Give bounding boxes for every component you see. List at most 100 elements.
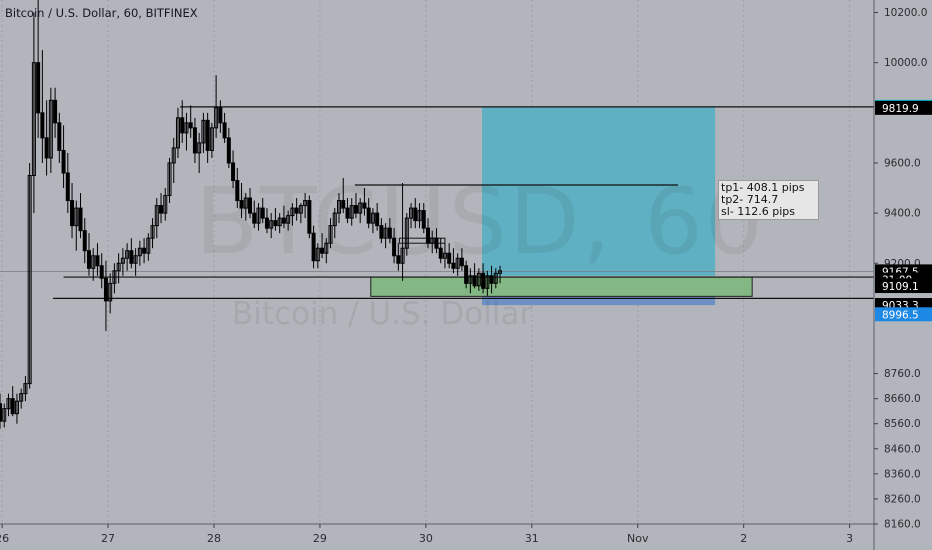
candle-body <box>65 172 70 202</box>
candle-body <box>44 137 49 159</box>
price-label-text: 9819.9 <box>882 103 919 115</box>
candle-body <box>413 207 418 222</box>
candle-body <box>404 217 409 249</box>
candle-body <box>108 282 113 302</box>
candle-body <box>137 247 142 257</box>
candle-body <box>337 200 342 214</box>
candle-body <box>434 237 439 249</box>
candle-body <box>320 247 325 254</box>
price-tick-label: 10200.0 <box>884 7 927 19</box>
candle-body <box>430 237 435 244</box>
candle-body <box>57 122 62 151</box>
candle-body <box>315 247 320 262</box>
candle-body <box>307 200 312 234</box>
candle-body <box>86 250 91 269</box>
candle-body <box>27 175 32 385</box>
candle-body <box>324 242 329 254</box>
candle-body <box>116 262 121 272</box>
candle-body <box>396 255 401 264</box>
price-tick-label: 9600.0 <box>884 157 921 169</box>
candle-body <box>133 255 138 264</box>
candle-body <box>455 257 460 269</box>
price-label-text: 8996.5 <box>882 309 919 321</box>
candle-body <box>95 255 100 267</box>
candle-body <box>379 225 384 239</box>
candle-body <box>252 212 257 224</box>
price-tick-label: 8760.0 <box>884 368 921 380</box>
candle-body <box>31 62 36 177</box>
candle-body <box>222 122 227 139</box>
time-tick-label: 30 <box>419 532 433 545</box>
candle-body <box>370 212 375 224</box>
candle-body <box>328 225 333 244</box>
candle-body <box>78 207 83 232</box>
trade-annotation[interactable]: tp1- 408.1 pips tp2- 714.7 sl- 112.6 pip… <box>718 180 819 220</box>
candle-body <box>286 215 291 224</box>
candle-body <box>36 62 41 114</box>
candle-body <box>332 212 337 227</box>
candle-body <box>362 202 367 209</box>
price-tick-label: 8560.0 <box>884 418 921 430</box>
candle-body <box>383 227 388 239</box>
candle-body <box>70 200 75 227</box>
candle-body <box>243 197 248 209</box>
candle-body <box>120 257 125 264</box>
candle-body <box>400 247 405 264</box>
candle-body <box>48 99 53 159</box>
candle-body <box>226 137 231 164</box>
candle-body <box>19 393 24 402</box>
candle-body <box>392 237 397 257</box>
candle-body <box>235 180 240 202</box>
candle-body <box>150 225 155 239</box>
candle-body <box>239 200 244 209</box>
candle-body <box>485 275 490 289</box>
candle-body <box>171 147 176 164</box>
candle-body <box>489 275 494 284</box>
target-zone <box>482 106 716 276</box>
candle-body <box>303 200 308 207</box>
candle-body <box>353 205 358 214</box>
time-tick-label: 29 <box>313 532 327 545</box>
candle-body <box>349 205 354 219</box>
candle-body <box>498 270 503 274</box>
candle-body <box>125 250 130 259</box>
candle-body <box>281 217 286 224</box>
candle-body <box>218 107 223 124</box>
candle-body <box>438 247 443 259</box>
price-label-tag <box>875 307 932 322</box>
time-tick-label: 28 <box>207 532 221 545</box>
price-label-tag <box>875 279 932 294</box>
candle-body <box>273 220 278 227</box>
candle-body <box>129 250 134 264</box>
candle-body <box>214 107 219 129</box>
annotation-line: tp2- 714.7 <box>721 193 779 206</box>
annotation-line: tp1- 408.1 pips <box>721 181 805 194</box>
candle-body <box>476 272 481 287</box>
watermark-name: Bitcoin / U.S. Dollar <box>232 296 533 332</box>
price-labels: 9823.89819.99167.531:099112.09109.19033.… <box>875 99 932 322</box>
time-tick-label: 26 <box>0 532 9 545</box>
candle-body <box>417 210 422 222</box>
candle-body <box>40 112 45 139</box>
candle-body <box>10 398 15 415</box>
candle-body <box>154 205 159 227</box>
candle-body <box>421 210 426 229</box>
candle-body <box>82 230 87 252</box>
price-label-text: 9109.1 <box>882 281 919 293</box>
candle-body <box>159 205 164 214</box>
candle-body <box>23 383 28 395</box>
support-zone <box>370 276 753 297</box>
candle-body <box>197 142 202 154</box>
candle-body <box>290 207 295 217</box>
candle-body <box>472 275 477 287</box>
candle-body <box>205 119 210 151</box>
price-tick-label: 10000.0 <box>884 57 927 69</box>
candle-body <box>103 277 108 302</box>
candle-body <box>6 398 11 410</box>
candle-body <box>269 220 274 229</box>
candle-body <box>260 207 265 219</box>
watermark-ticker: BTCUSD, 60 <box>195 168 766 275</box>
price-tick-label: 8160.0 <box>884 519 921 531</box>
